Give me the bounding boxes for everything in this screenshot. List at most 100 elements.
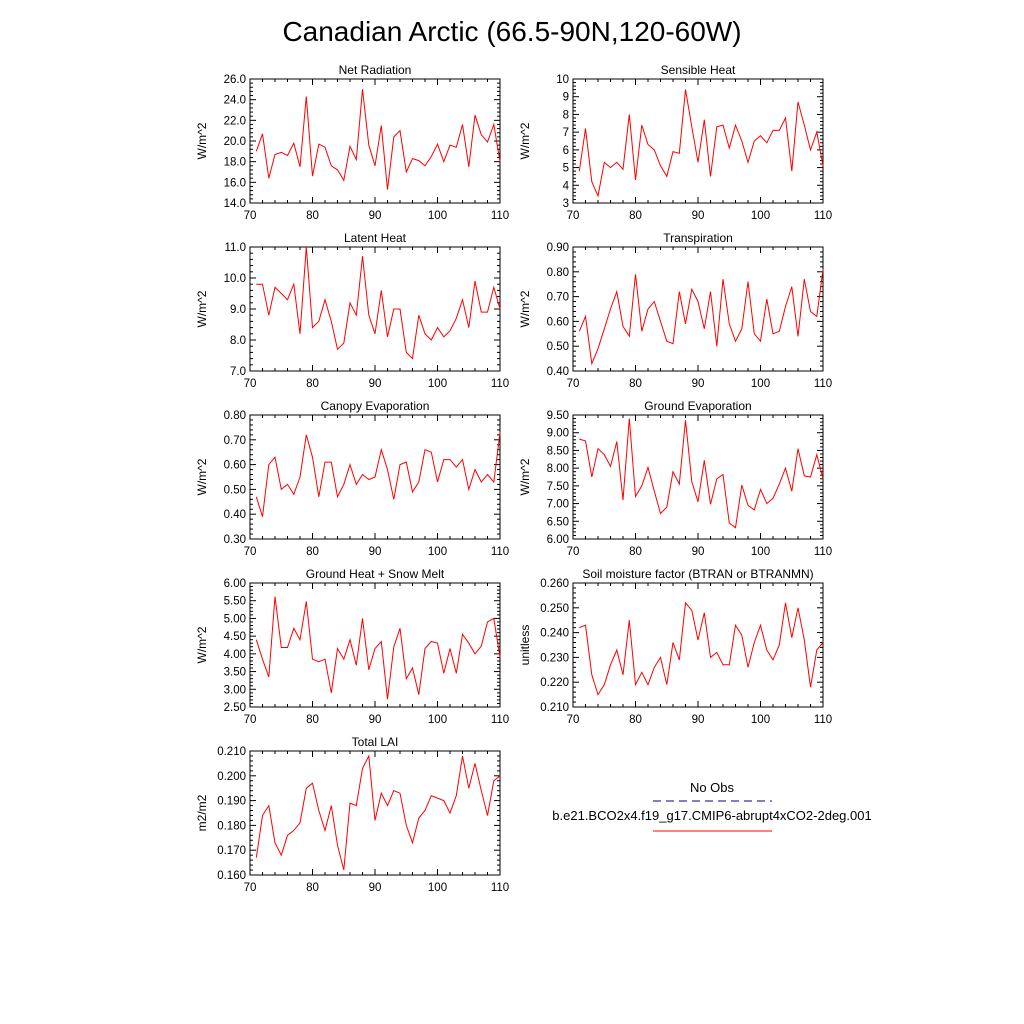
data-point — [374, 333, 375, 334]
data-point — [616, 162, 617, 163]
y-tick-label: 26.0 — [224, 74, 246, 86]
data-point — [437, 144, 438, 145]
data-point — [629, 418, 630, 419]
data-point — [704, 119, 705, 120]
data-point — [722, 664, 723, 665]
data-point — [487, 815, 488, 816]
data-point — [456, 466, 457, 467]
x-tick-label: 70 — [567, 546, 580, 558]
data-point — [666, 507, 667, 508]
data-point — [772, 498, 773, 499]
data-point — [281, 152, 282, 153]
data-point — [337, 496, 338, 497]
panels: Net Radiation 70 80 90 100 110 14.0 16.0 18.0 20.… — [195, 63, 832, 894]
data-point — [262, 659, 263, 660]
data-point — [293, 628, 294, 629]
data-point — [281, 489, 282, 490]
y-axis-label: W/m^2 — [195, 122, 209, 159]
data-point — [741, 140, 742, 141]
data-point — [635, 179, 636, 180]
y-tick-label: 9.50 — [547, 410, 569, 422]
data-point — [356, 484, 357, 485]
x-tick-label: 90 — [369, 714, 382, 726]
data-point — [785, 306, 786, 307]
data-point — [766, 298, 767, 299]
data-point — [729, 147, 730, 148]
data-point — [610, 308, 611, 309]
data-point — [262, 516, 263, 517]
data-point — [468, 788, 469, 789]
data-point — [387, 336, 388, 337]
x-tick-label: 70 — [244, 882, 257, 894]
data-point — [672, 343, 673, 344]
data-point — [431, 156, 432, 157]
data-point — [256, 639, 257, 640]
data-point — [597, 348, 598, 349]
data-point — [493, 618, 494, 619]
data-point — [331, 462, 332, 463]
data-point — [610, 664, 611, 665]
data-point — [691, 481, 692, 482]
data-point — [493, 287, 494, 288]
y-axis-label: W/m^2 — [195, 290, 209, 327]
data-point — [791, 637, 792, 638]
data-point — [493, 780, 494, 781]
x-tick-label: 100 — [428, 882, 447, 894]
data-point — [268, 805, 269, 806]
data-point — [381, 290, 382, 291]
data-point — [735, 625, 736, 626]
panel-frame — [572, 582, 824, 708]
data-point — [660, 321, 661, 322]
panel-frame — [572, 414, 824, 540]
data-point — [412, 358, 413, 359]
data-point — [318, 496, 319, 497]
data-point — [331, 805, 332, 806]
data-point — [635, 274, 636, 275]
x-tick-label: 90 — [369, 210, 382, 222]
data-point — [456, 147, 457, 148]
legend: No Obs b.e21.BCO2x4.f19_g17.CMIP6-abrupt… — [552, 780, 872, 832]
x-tick-label: 100 — [751, 546, 770, 558]
data-point — [443, 161, 444, 162]
data-point — [374, 820, 375, 821]
data-point — [393, 136, 394, 137]
data-point — [710, 504, 711, 505]
data-point — [281, 293, 282, 294]
data-point — [691, 126, 692, 127]
data-point — [299, 639, 300, 640]
data-point — [418, 694, 419, 695]
data-point — [822, 269, 823, 270]
data-point — [387, 469, 388, 470]
data-point — [499, 432, 500, 433]
data-point — [343, 869, 344, 870]
y-tick-label: 0.260 — [540, 578, 569, 590]
data-point — [424, 449, 425, 450]
x-tick-label: 100 — [751, 714, 770, 726]
data-point — [424, 810, 425, 811]
data-point — [406, 352, 407, 353]
data-point — [431, 795, 432, 796]
data-point — [331, 692, 332, 693]
x-tick-label: 110 — [814, 378, 832, 390]
y-tick-label: 22.0 — [224, 115, 246, 127]
data-point — [779, 483, 780, 484]
data-point — [474, 763, 475, 764]
data-point — [685, 323, 686, 324]
data-point — [660, 165, 661, 166]
data-point — [666, 176, 667, 177]
data-point — [754, 509, 755, 510]
y-tick-label: 4.00 — [224, 649, 246, 661]
data-point — [431, 452, 432, 453]
data-point — [499, 161, 500, 162]
data-point — [449, 812, 450, 813]
data-point — [804, 639, 805, 640]
data-point — [306, 601, 307, 602]
data-point — [449, 330, 450, 331]
data-point — [443, 336, 444, 337]
panel-title: Sensible Heat — [661, 63, 736, 77]
data-point — [697, 639, 698, 640]
data-point — [406, 171, 407, 172]
data-point — [816, 132, 817, 133]
data-point — [368, 755, 369, 756]
data-point — [368, 315, 369, 316]
